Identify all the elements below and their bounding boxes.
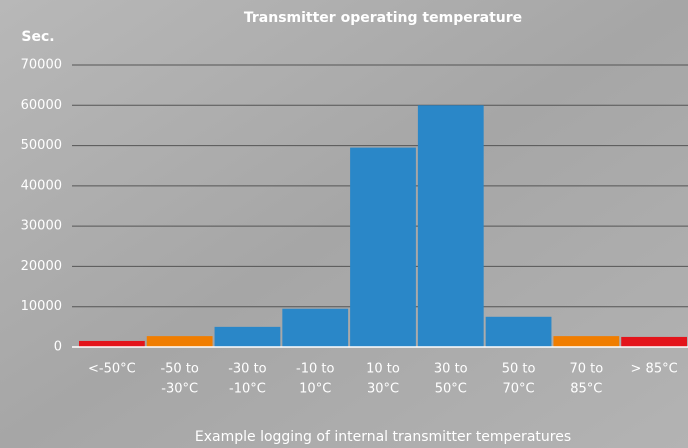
x-tick-label: 85°C (570, 382, 602, 397)
x-tick-label: -10 to (296, 362, 334, 377)
x-tick-label: 10°C (299, 382, 331, 397)
y-tick-label: 70000 (21, 58, 62, 73)
x-tick-label: > 85°C (631, 362, 678, 377)
y-tick-label: 30000 (21, 219, 62, 234)
bar (79, 341, 145, 347)
y-tick-label: 40000 (21, 178, 62, 193)
x-tick-label: 10 to (366, 362, 400, 377)
x-tick-label: -30 to (228, 362, 266, 377)
y-axis-label: Sec. (21, 29, 54, 45)
bar (553, 336, 619, 347)
x-tick-label: 30 to (434, 362, 468, 377)
x-tick-label: <-50°C (88, 362, 136, 377)
x-tick-label: 30°C (367, 382, 399, 397)
bar (147, 336, 213, 347)
y-tick-label: 10000 (21, 299, 62, 314)
x-tick-label: -50 to (160, 362, 198, 377)
y-tick-label: 60000 (21, 98, 62, 113)
y-tick-label: 20000 (21, 259, 62, 274)
x-tick-label: 50°C (435, 382, 467, 397)
bar (215, 327, 281, 347)
chart-title: Transmitter operating temperature (244, 10, 522, 26)
bar (282, 309, 348, 347)
x-tick-label: -10°C (229, 382, 266, 397)
x-tick-label: -30°C (161, 382, 198, 397)
bar (418, 105, 484, 347)
x-tick-label: 70°C (502, 382, 534, 397)
bar (621, 337, 687, 347)
y-tick-label: 50000 (21, 138, 62, 153)
x-tick-label: 70 to (569, 362, 603, 377)
chart: Transmitter operating temperature Sec. E… (0, 0, 688, 448)
bar (486, 317, 552, 347)
y-tick-label: 0 (54, 340, 62, 355)
bar (350, 148, 416, 347)
x-tick-label: 50 to (502, 362, 536, 377)
caption: Example logging of internal transmitter … (195, 429, 571, 445)
